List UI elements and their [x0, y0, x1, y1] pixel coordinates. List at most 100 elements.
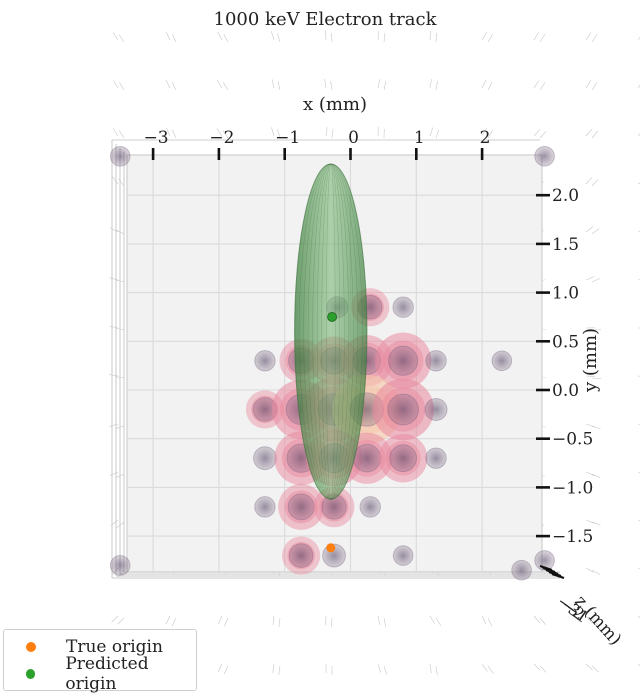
background-dash — [325, 127, 328, 137]
background-dash — [585, 276, 595, 281]
y-tick-label: 2.0 — [552, 186, 579, 206]
background-dash — [118, 178, 125, 187]
background-dash — [223, 665, 229, 675]
background-dash — [171, 617, 177, 627]
background-dash — [591, 425, 601, 430]
ellipsoid-mesh-line — [312, 163, 350, 500]
detector-hit — [534, 145, 555, 167]
background-dash — [591, 473, 601, 478]
background-dash — [224, 617, 229, 627]
background-dash — [271, 31, 275, 41]
detector-hit — [387, 393, 420, 426]
background-dash — [217, 31, 223, 41]
background-dash — [533, 663, 541, 671]
background-dash — [591, 569, 600, 575]
x-tick-label: −2 — [209, 128, 234, 148]
background-dash — [272, 615, 275, 625]
background-dash — [435, 33, 438, 43]
x-tick-label: 0 — [348, 128, 359, 148]
background-dash — [585, 128, 593, 137]
background-dash — [487, 617, 493, 627]
background-dash — [539, 665, 547, 673]
y-axis-label: y (mm) — [580, 328, 601, 393]
background-dash — [171, 33, 177, 43]
background-dash — [109, 471, 119, 476]
ellipsoid-mesh-line — [325, 163, 336, 500]
background-dash — [637, 84, 640, 89]
background-dash — [172, 129, 177, 139]
background-dash — [487, 34, 493, 43]
x-axis-label: x (mm) — [303, 94, 367, 115]
detector-hit — [491, 350, 513, 372]
background-dash — [585, 471, 595, 476]
background-dash — [109, 325, 119, 329]
background-dash — [429, 663, 432, 673]
detector-hit — [287, 493, 315, 521]
background-dash — [331, 129, 334, 139]
detector-hit — [425, 447, 447, 469]
background-dash — [112, 32, 119, 41]
legend-item-predicted-origin: Predicted origin — [4, 654, 196, 694]
background-dash — [533, 80, 540, 89]
background-dash — [325, 30, 327, 41]
ellipsoid-mesh-line — [321, 163, 341, 500]
background-dash — [637, 36, 640, 41]
ellipsoid-mesh-line — [298, 163, 363, 500]
background-dash — [481, 79, 487, 89]
background-dash — [277, 81, 281, 91]
background-dash — [637, 230, 640, 233]
background-dash — [585, 80, 592, 89]
background-dash — [585, 226, 594, 233]
detector-hit — [254, 350, 276, 372]
background-dash — [429, 31, 432, 41]
background-dash — [637, 471, 640, 474]
background-dash — [637, 615, 640, 618]
detector-hit — [359, 496, 381, 518]
background-dash — [429, 615, 436, 624]
x-tick-label: 1 — [414, 128, 425, 148]
background-dash — [112, 128, 119, 137]
background-dash — [383, 665, 387, 675]
background-dash — [481, 663, 488, 672]
background-dash — [118, 34, 125, 43]
background-dash — [377, 615, 381, 625]
background-dash — [637, 279, 640, 281]
legend: True origin Predicted origin — [3, 629, 197, 694]
ellipsoid-mesh-line — [303, 163, 359, 500]
background-dash — [637, 133, 640, 137]
detector-hit — [511, 559, 532, 581]
background-dash — [383, 33, 386, 43]
ellipsoid-mesh-line — [316, 163, 345, 500]
background-dash — [533, 129, 541, 137]
y-tick-label: −1.0 — [552, 478, 593, 498]
background-dash — [585, 663, 593, 671]
background-dash — [591, 278, 601, 283]
background-dash — [435, 129, 440, 139]
background-dash — [539, 617, 547, 626]
background-dash — [216, 128, 223, 137]
background-dash — [166, 127, 171, 137]
x-tick-label: 2 — [480, 128, 491, 148]
detector-hit — [392, 545, 414, 566]
y-tick-label: 1.5 — [552, 235, 579, 255]
background-dash — [637, 375, 640, 377]
detector-hit — [288, 543, 314, 568]
background-dash — [481, 128, 487, 137]
background-dash — [637, 663, 640, 667]
y-tick-label: 0.0 — [552, 381, 579, 401]
background-dash — [217, 663, 223, 673]
background-dash — [118, 130, 125, 139]
background-dash — [377, 663, 381, 673]
background-dash — [539, 131, 547, 139]
background-dash — [585, 519, 595, 524]
background-dash — [331, 32, 333, 43]
background-dash — [487, 130, 493, 139]
background-dash — [591, 521, 601, 526]
background-dash — [487, 81, 493, 91]
uncertainty-ellipsoid — [294, 163, 368, 500]
background-dash — [377, 31, 380, 41]
background-dash — [585, 177, 593, 185]
background-dash — [217, 80, 223, 89]
predicted-origin-marker-icon — [26, 669, 36, 679]
background-dash — [539, 34, 545, 43]
